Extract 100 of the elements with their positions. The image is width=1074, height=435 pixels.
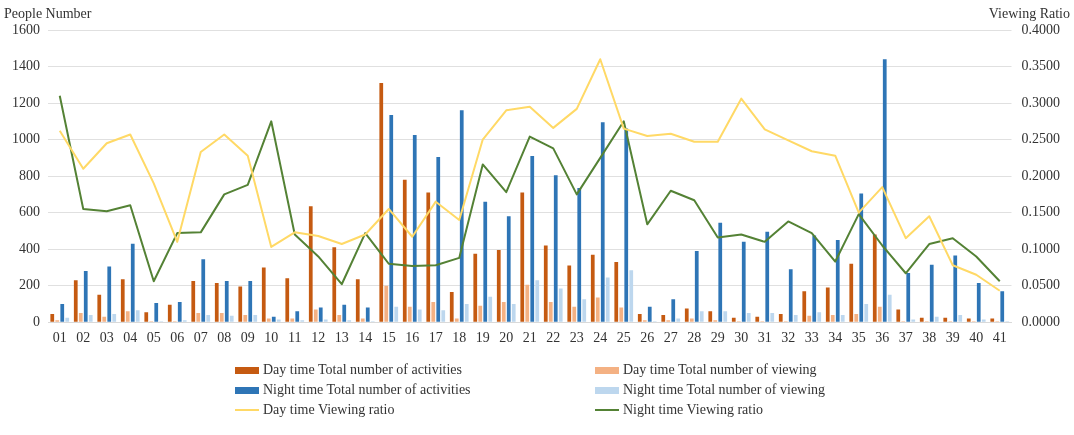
bar xyxy=(342,304,347,322)
x-tick-label: 35 xyxy=(851,330,866,346)
bar xyxy=(896,309,901,322)
bar xyxy=(548,302,553,322)
bar xyxy=(224,281,229,322)
bar xyxy=(614,261,619,322)
bar xyxy=(525,284,530,322)
bar xyxy=(788,269,793,322)
x-tick-label: 03 xyxy=(99,330,114,346)
bar xyxy=(88,314,93,322)
x-tick-label: 18 xyxy=(452,330,467,346)
bar xyxy=(919,317,924,322)
bar xyxy=(73,280,78,322)
bar xyxy=(60,303,65,322)
bar xyxy=(65,317,70,322)
bar xyxy=(120,279,125,322)
bar xyxy=(266,318,271,322)
bar xyxy=(859,193,864,322)
x-tick-label: 26 xyxy=(640,330,655,346)
y-tick-label: 1200 xyxy=(12,94,40,110)
bar xyxy=(464,303,469,322)
bar xyxy=(619,307,624,322)
x-tick-label: 41 xyxy=(992,330,1007,346)
bar xyxy=(436,156,441,322)
bar xyxy=(394,306,399,322)
x-tick-label: 36 xyxy=(875,330,890,346)
x-tick-label: 02 xyxy=(76,330,91,346)
y2-tick-label: 0.3500 xyxy=(1021,58,1060,74)
x-tick-label: 40 xyxy=(969,330,984,346)
y2-tick-label: 0.3000 xyxy=(1021,94,1060,110)
x-tick-label: 08 xyxy=(217,330,232,346)
x-tick-label: 13 xyxy=(334,330,349,346)
bar xyxy=(605,277,610,322)
bar xyxy=(624,128,629,322)
bar xyxy=(943,317,948,322)
bar xyxy=(825,287,830,322)
bar xyxy=(929,264,934,322)
x-tick-label: 31 xyxy=(757,330,772,346)
legend-label: Day time Total number of viewing xyxy=(623,362,817,378)
y2-tick-label: 0.4000 xyxy=(1021,21,1060,37)
bar xyxy=(107,266,112,322)
bar xyxy=(135,310,140,322)
bar xyxy=(83,271,88,322)
bar xyxy=(496,250,501,322)
bar xyxy=(488,296,493,322)
y2-axis-title: Viewing Ratio xyxy=(988,6,1070,22)
bar xyxy=(647,306,652,322)
bar xyxy=(449,292,454,322)
bar xyxy=(864,303,869,322)
bar xyxy=(723,311,728,322)
bar xyxy=(765,231,770,322)
y-tick-label: 800 xyxy=(19,167,40,183)
bar xyxy=(248,281,253,322)
bar xyxy=(511,303,516,322)
bar xyxy=(567,265,572,322)
legend-label: Night time Total number of viewing xyxy=(623,382,826,398)
bar xyxy=(807,315,812,322)
bar xyxy=(97,294,102,322)
x-tick-label: 04 xyxy=(123,330,138,346)
y2-tick-label: 0.1500 xyxy=(1021,204,1060,220)
bar xyxy=(276,319,281,322)
bar xyxy=(887,294,892,322)
bar xyxy=(600,122,605,322)
y2-tick-label: 0.2000 xyxy=(1021,167,1060,183)
bar xyxy=(535,280,540,322)
y2-tick-label: 0.0000 xyxy=(1021,313,1060,329)
bar xyxy=(966,318,971,322)
x-tick-label: 15 xyxy=(381,330,396,346)
bar xyxy=(407,306,412,322)
x-tick-label: 39 xyxy=(945,330,960,346)
legend-label: Day time Total number of activities xyxy=(263,362,462,378)
y-tick-label: 1600 xyxy=(12,21,40,37)
x-tick-label: 17 xyxy=(428,330,443,346)
bar xyxy=(206,314,211,322)
bar xyxy=(295,311,300,322)
y2-tick-label: 0.1000 xyxy=(1021,240,1060,256)
bar xyxy=(802,291,807,322)
bar xyxy=(290,318,295,322)
x-tick-label: 21 xyxy=(522,330,537,346)
bar xyxy=(332,247,337,322)
x-tick-label: 33 xyxy=(804,330,819,346)
bar xyxy=(214,282,219,322)
bar xyxy=(412,135,417,322)
x-tick-label: 12 xyxy=(311,330,326,346)
bar xyxy=(793,314,798,322)
bar xyxy=(911,319,916,322)
bar xyxy=(365,307,370,322)
y-tick-label: 600 xyxy=(19,204,40,220)
bar xyxy=(835,240,840,322)
bar xyxy=(877,306,882,322)
y2-tick-label: 0.0500 xyxy=(1021,277,1060,293)
bar xyxy=(543,245,548,322)
bar xyxy=(854,313,859,322)
x-tick-label: 27 xyxy=(663,330,678,346)
bar xyxy=(530,156,535,322)
bar xyxy=(770,313,775,322)
x-tick-label: 23 xyxy=(569,330,584,346)
bar xyxy=(629,270,634,322)
bar xyxy=(718,222,723,322)
bar xyxy=(417,309,422,322)
